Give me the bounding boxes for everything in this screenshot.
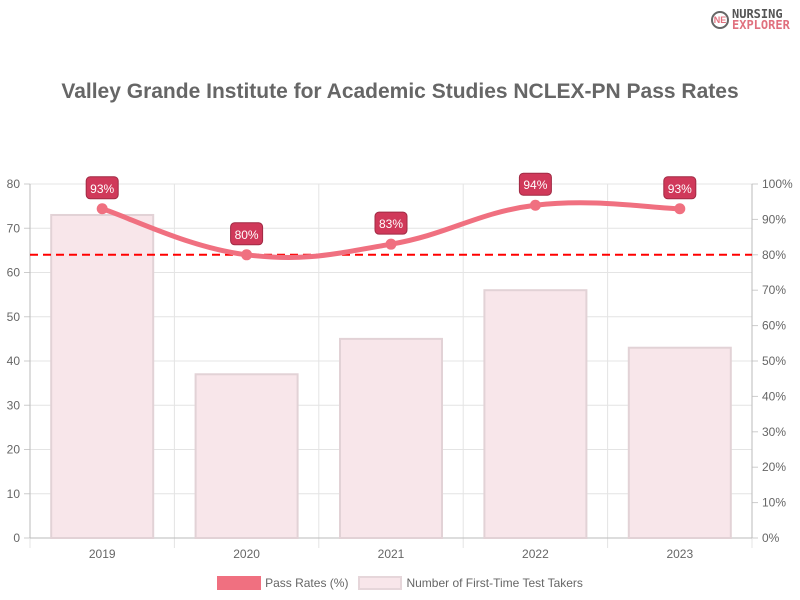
legend-item-test-takers[interactable]: Number of First-Time Test Takers: [358, 576, 583, 590]
left-tick-label: 50: [7, 310, 21, 324]
pass-rate-point-2021: [385, 238, 397, 250]
right-tick-label: 40%: [762, 389, 786, 403]
right-tick-label: 20%: [762, 460, 786, 474]
right-tick-label: 60%: [762, 319, 786, 333]
bar-2022: [483, 289, 588, 540]
right-tick-label: 50%: [762, 354, 786, 368]
left-tick-label: 40: [7, 354, 21, 368]
x-tick-label: 2022: [522, 547, 549, 561]
data-label-box: [85, 176, 119, 200]
pass-rate-point-2022: [529, 199, 541, 211]
left-tick-label: 10: [7, 487, 21, 501]
legend-swatch-bar: [358, 576, 403, 590]
left-tick-label: 0: [13, 531, 20, 545]
data-label: 83%: [379, 217, 403, 231]
left-tick-label: 80: [7, 177, 21, 191]
data-label-box: [374, 211, 408, 235]
data-label: 80%: [235, 228, 259, 242]
right-tick-label: 0%: [762, 531, 780, 545]
bar-2020: [194, 373, 299, 539]
right-tick-label: 80%: [762, 248, 786, 262]
data-label: 93%: [668, 182, 692, 196]
chart-title: Valley Grande Institute for Academic Stu…: [61, 80, 739, 103]
pass-rate-point-2019: [96, 203, 108, 215]
right-tick-label: 90%: [762, 212, 786, 226]
data-label-box: [663, 176, 697, 200]
legend-swatch-line: [217, 576, 262, 590]
left-tick-label: 30: [7, 398, 21, 412]
bar-2023: [627, 346, 732, 539]
left-tick-label: 20: [7, 443, 21, 457]
x-tick-label: 2019: [89, 547, 116, 561]
data-label-box: [518, 172, 552, 196]
bar-2019: [50, 213, 155, 539]
left-tick-label: 60: [7, 266, 21, 280]
logo-mark-icon: NE: [711, 11, 729, 29]
pass-rate-point-2023: [674, 203, 686, 215]
data-label: 94%: [523, 178, 547, 192]
left-tick-label: 70: [7, 221, 21, 235]
logo-line1: NURSING: [732, 7, 783, 21]
legend: Pass Rates (%) Number of First-Time Test…: [0, 576, 800, 590]
data-label-box: [230, 222, 264, 246]
x-tick-label: 2021: [378, 547, 405, 561]
pass-rate-point-2020: [241, 249, 253, 261]
right-tick-label: 70%: [762, 283, 786, 297]
x-tick-label: 2020: [233, 547, 260, 561]
legend-label: Pass Rates (%): [265, 576, 349, 590]
x-tick-label: 2023: [666, 547, 693, 561]
nursing-explorer-logo: NE NURSING EXPLORER: [711, 7, 790, 32]
bar-2021: [339, 337, 443, 539]
legend-item-pass-rates[interactable]: Pass Rates (%): [217, 576, 348, 590]
logo-line2: EXPLORER: [732, 18, 790, 32]
right-tick-label: 10%: [762, 496, 786, 510]
right-tick-label: 30%: [762, 425, 786, 439]
right-tick-label: 100%: [762, 177, 793, 191]
legend-label: Number of First-Time Test Takers: [406, 576, 583, 590]
data-label: 93%: [90, 182, 114, 196]
